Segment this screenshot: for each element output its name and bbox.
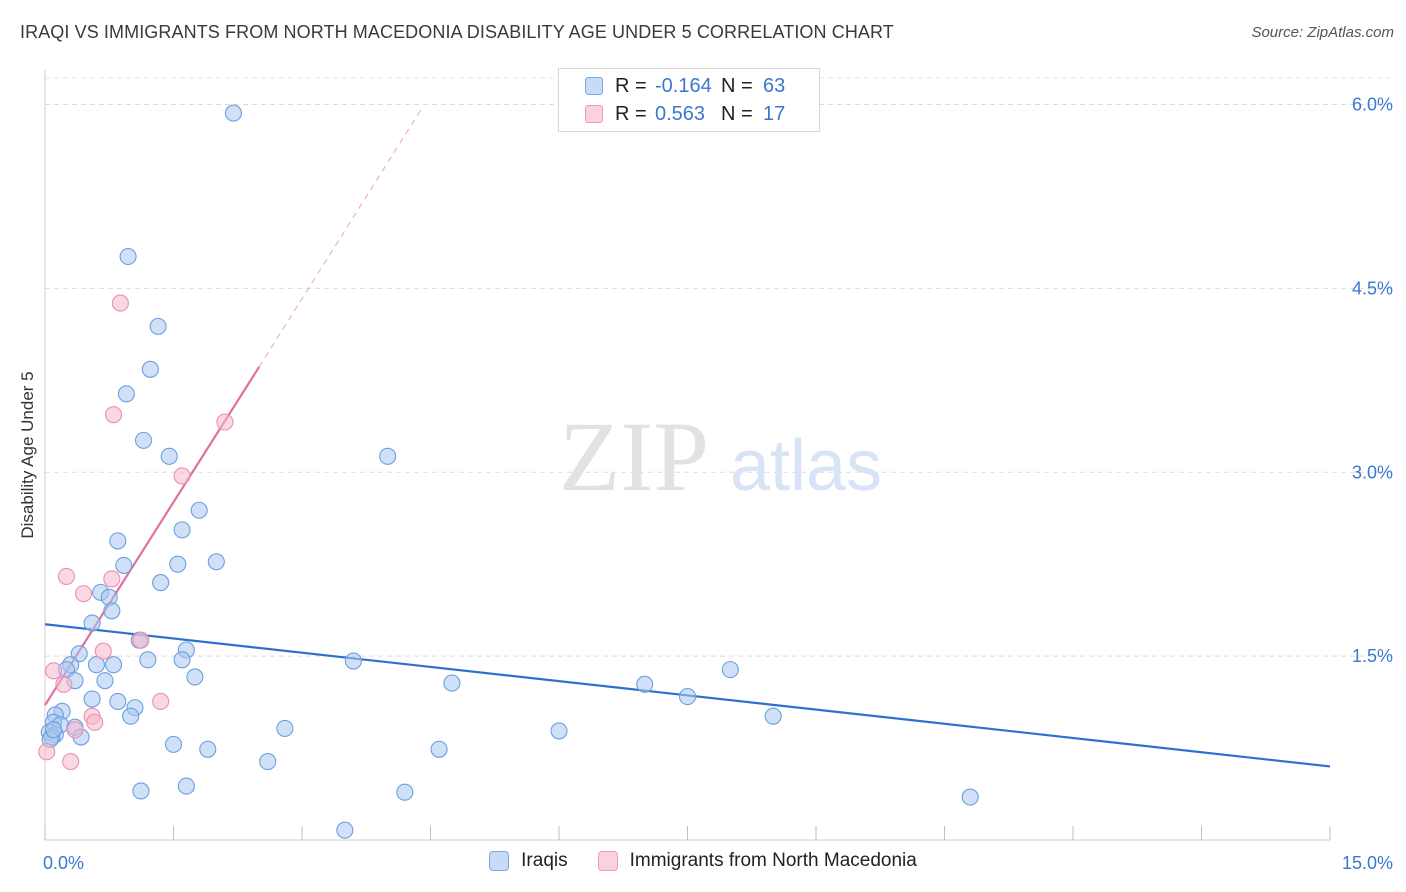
- legend-swatch-macedonia: [585, 105, 603, 123]
- point-iraqis: [109, 692, 127, 711]
- point-iraqis: [443, 674, 461, 692]
- point-iraqis: [109, 532, 127, 550]
- legend-r-label: R =: [615, 102, 647, 125]
- point-macedonia: [132, 631, 150, 649]
- point-iraqis: [104, 656, 123, 674]
- point-iraqis: [199, 740, 217, 758]
- point-iraqis: [45, 721, 63, 739]
- point-macedonia: [173, 467, 191, 485]
- point-macedonia: [152, 692, 170, 711]
- legend-row-iraqis: R = -0.164 N = 63: [585, 73, 785, 99]
- point-iraqis: [141, 360, 159, 378]
- point-iraqis: [149, 317, 167, 335]
- legend-n-value: 63: [763, 74, 786, 97]
- point-macedonia: [62, 752, 80, 771]
- legend-swatch-iraqis: [585, 77, 603, 95]
- point-iraqis: [186, 668, 204, 686]
- point-macedonia: [111, 294, 129, 312]
- legend-r-value: -0.164: [655, 74, 712, 97]
- point-macedonia: [55, 675, 73, 693]
- point-iraqis: [344, 652, 362, 670]
- data-points: [38, 104, 979, 839]
- point-iraqis: [83, 614, 101, 632]
- point-iraqis: [207, 553, 225, 571]
- y-tick-label: 3.0%: [1352, 462, 1393, 482]
- source-label: Source: ZipAtlas.com: [1251, 24, 1394, 41]
- legend-n-value: 17: [763, 102, 786, 125]
- watermark-zip: ZIP: [559, 401, 709, 512]
- point-iraqis: [550, 722, 568, 740]
- point-iraqis: [678, 688, 697, 706]
- y-tick-label: 4.5%: [1352, 278, 1393, 298]
- point-iraqis: [177, 777, 195, 795]
- point-macedonia: [103, 570, 121, 588]
- trend-line-macedonia-extension: [258, 107, 423, 368]
- point-iraqis: [115, 556, 133, 574]
- legend-label-iraqis: Iraqis: [521, 850, 568, 871]
- point-iraqis: [139, 651, 157, 669]
- point-iraqis: [636, 675, 654, 693]
- point-iraqis: [396, 783, 414, 801]
- point-iraqis: [961, 788, 979, 806]
- legend-item-iraqis[interactable]: Iraqis: [489, 850, 568, 872]
- point-iraqis: [164, 735, 183, 753]
- chart-title: IRAQI VS IMMIGRANTS FROM NORTH MACEDONIA…: [20, 22, 894, 42]
- stats-legend: R = -0.164 N = 63 R = 0.563 N = 17: [558, 68, 820, 132]
- legend-n-label: N =: [721, 74, 753, 97]
- legend-label-macedonia: Immigrants from North Macedonia: [629, 850, 917, 871]
- point-iraqis: [132, 782, 150, 800]
- point-iraqis: [721, 661, 739, 679]
- grid-lines: [45, 77, 1395, 657]
- point-macedonia: [66, 721, 84, 739]
- point-iraqis: [169, 555, 187, 573]
- point-iraqis: [122, 707, 140, 725]
- watermark: ZIP atlas: [559, 401, 882, 512]
- point-iraqis: [87, 656, 105, 674]
- point-iraqis: [103, 602, 121, 620]
- point-macedonia: [45, 662, 63, 680]
- x-tick-label: 0.0%: [43, 853, 84, 873]
- point-iraqis: [160, 447, 178, 465]
- watermark-atlas: atlas: [730, 426, 882, 506]
- point-iraqis: [336, 821, 354, 839]
- legend-row-macedonia: R = 0.563 N = 17: [585, 101, 785, 127]
- point-iraqis: [152, 574, 170, 592]
- y-axis-label: Disability Age Under 5: [18, 371, 37, 539]
- x-tick-label: 15.0%: [1342, 853, 1393, 873]
- point-iraqis: [259, 752, 277, 771]
- legend-swatch-macedonia: [597, 851, 618, 871]
- point-iraqis: [173, 521, 191, 539]
- point-iraqis: [190, 501, 208, 519]
- point-iraqis: [224, 104, 243, 122]
- legend-swatch-iraqis: [489, 851, 510, 871]
- point-iraqis: [117, 385, 135, 403]
- series-legend: Iraqis Immigrants from North Macedonia: [0, 850, 1406, 872]
- y-tick-label: 1.5%: [1352, 646, 1393, 666]
- y-tick-label: 6.0%: [1352, 95, 1393, 115]
- legend-r-label: R =: [615, 74, 647, 97]
- point-iraqis: [276, 719, 294, 738]
- point-macedonia: [104, 406, 123, 424]
- point-macedonia: [57, 567, 75, 586]
- point-iraqis: [379, 447, 397, 465]
- legend-item-macedonia[interactable]: Immigrants from North Macedonia: [597, 850, 917, 872]
- legend-n-label: N =: [721, 102, 753, 125]
- point-iraqis: [119, 247, 137, 266]
- axis-ticks: 1.5% 3.0% 4.5% 6.0% 0.0% 15.0%: [43, 95, 1393, 873]
- point-macedonia: [86, 713, 104, 731]
- point-iraqis: [134, 431, 153, 449]
- point-macedonia: [38, 743, 56, 761]
- point-iraqis: [173, 651, 191, 669]
- point-iraqis: [96, 672, 114, 690]
- point-macedonia: [75, 585, 93, 603]
- point-iraqis: [430, 740, 448, 758]
- legend-r-value: 0.563: [655, 102, 706, 125]
- point-macedonia: [94, 642, 112, 660]
- point-macedonia: [216, 413, 234, 431]
- point-iraqis: [83, 690, 101, 708]
- point-iraqis: [764, 707, 782, 725]
